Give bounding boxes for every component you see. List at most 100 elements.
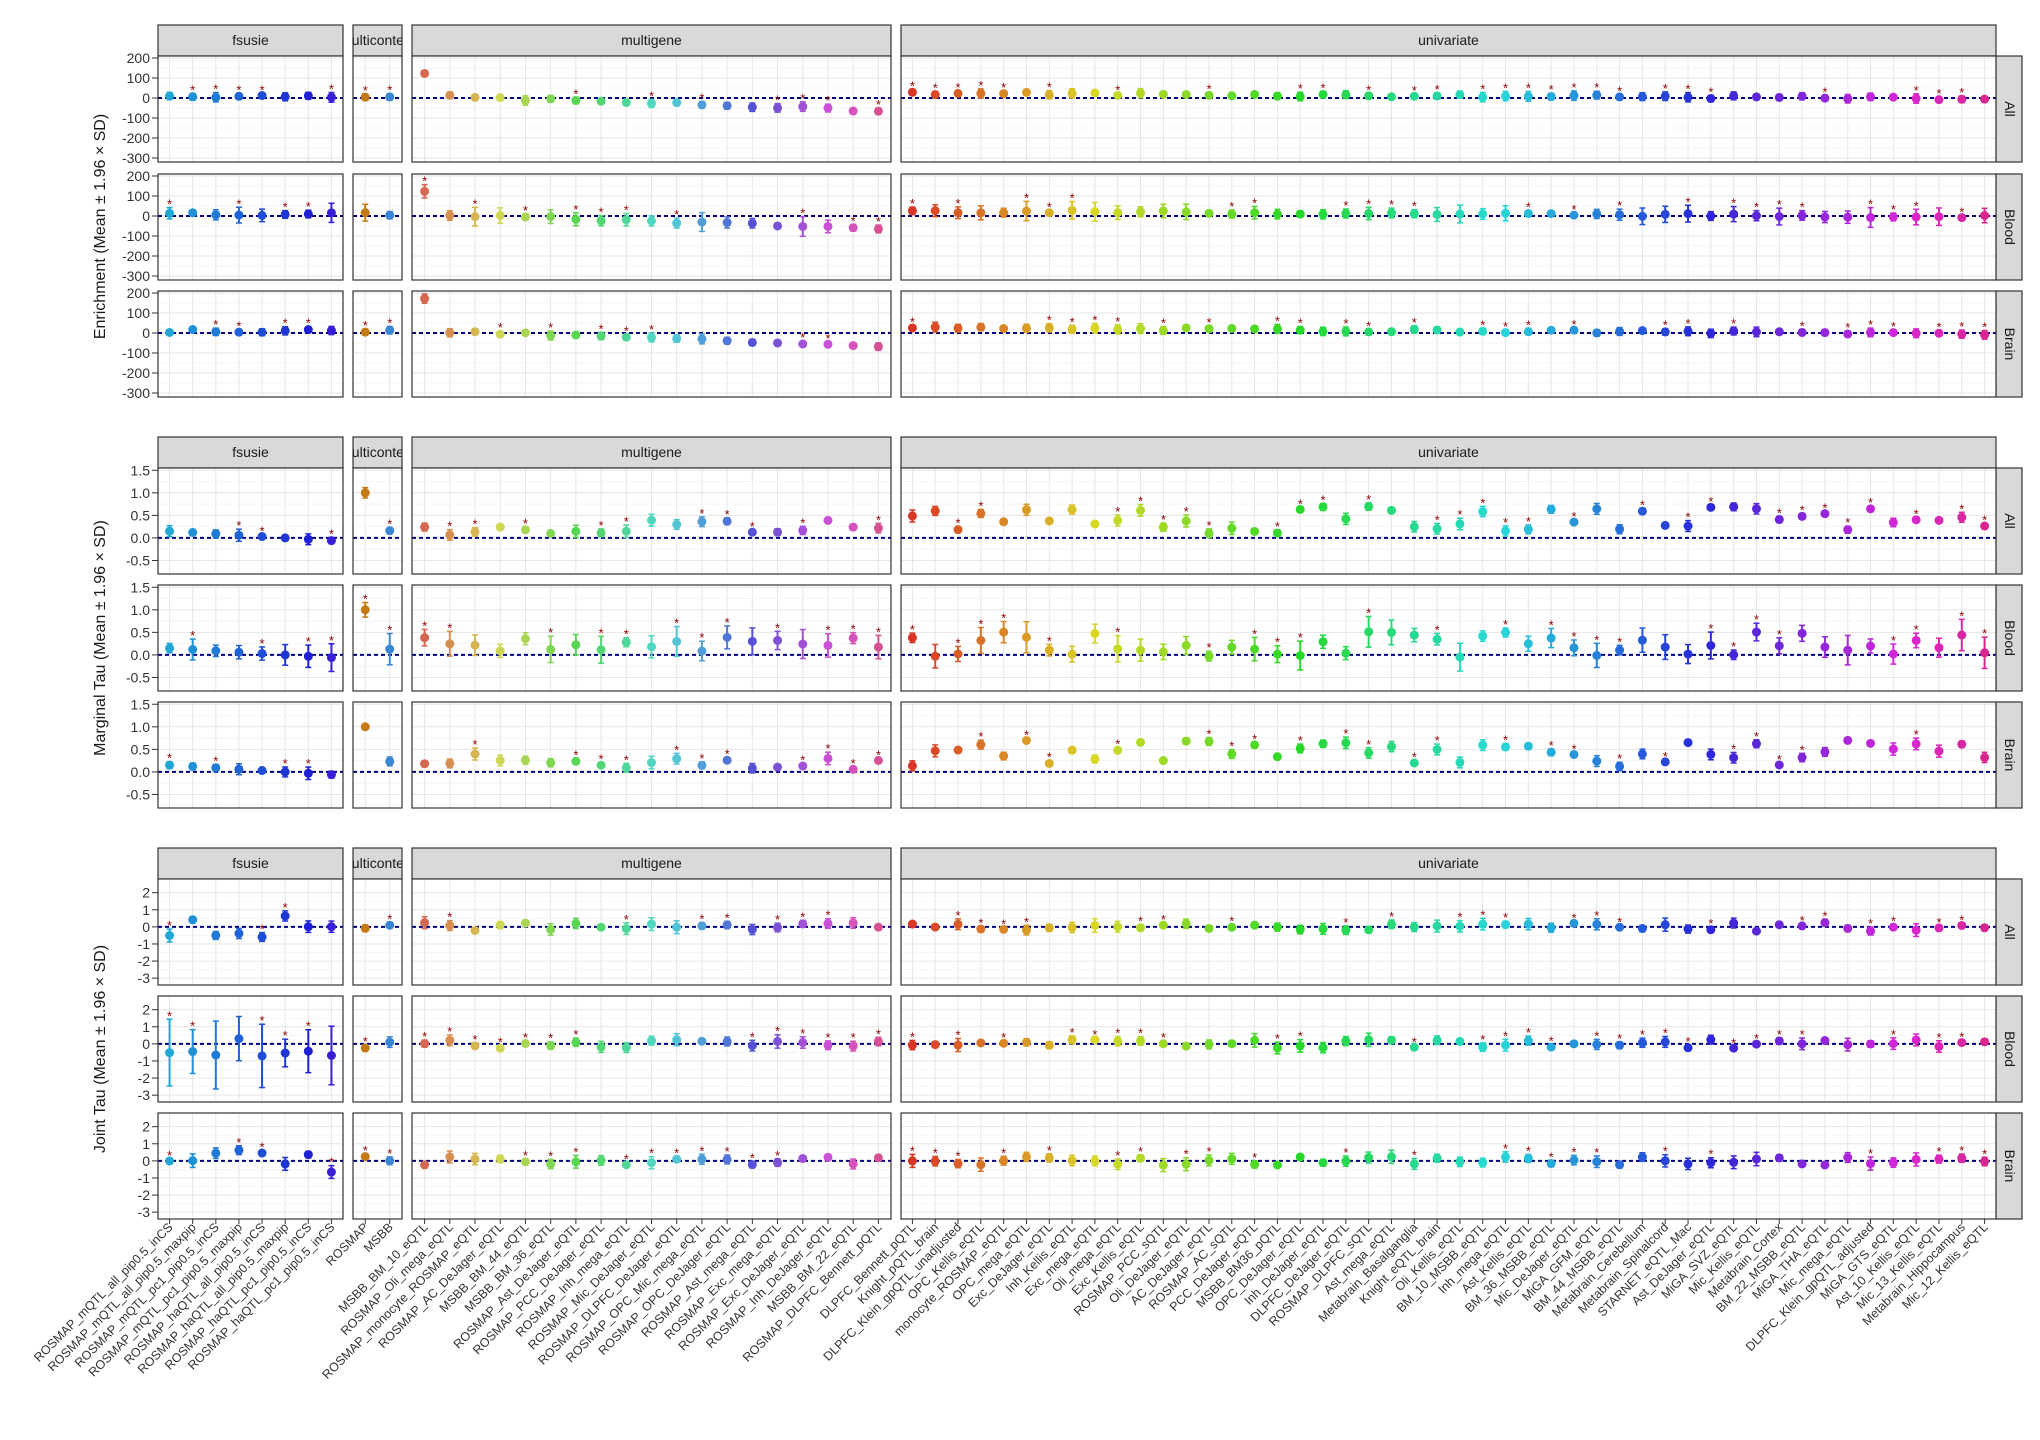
significance-star: * (1047, 633, 1052, 648)
data-point (697, 100, 707, 110)
data-point (1546, 633, 1556, 643)
data-point (571, 640, 581, 650)
data-point (647, 98, 656, 108)
data-point (188, 528, 198, 538)
data-point (722, 920, 732, 930)
y-tick-label: 2 (142, 1002, 150, 1018)
y-tick-label: -0.5 (126, 669, 150, 685)
significance-star: * (1001, 610, 1006, 625)
significance-star: * (1435, 513, 1440, 528)
data-point (1090, 323, 1100, 333)
data-point (1797, 921, 1807, 931)
row-strip-all (1995, 878, 2023, 986)
panel-multigene-blood: * * * * * * * * * * (411, 173, 892, 281)
data-point (1569, 210, 1579, 220)
significance-star: * (1321, 80, 1326, 95)
data-point (747, 337, 757, 347)
data-point (1615, 326, 1625, 336)
data-point (976, 208, 986, 218)
y-tick-label: 200 (127, 168, 151, 184)
significance-star: * (236, 1135, 241, 1150)
data-point (1615, 1040, 1625, 1050)
significance-star: * (1868, 197, 1873, 212)
data-point (1158, 1160, 1168, 1170)
data-point (1683, 738, 1693, 748)
panel-border (900, 701, 1997, 809)
data-point (420, 633, 430, 643)
data-point (747, 925, 757, 935)
significance-star: * (825, 93, 830, 108)
panel-border (900, 995, 1997, 1103)
data-point (1318, 326, 1328, 336)
significance-star: * (1708, 916, 1713, 931)
data-point (1478, 1042, 1488, 1052)
facet-label-fsusie: fsusie (232, 855, 269, 871)
data-point (1683, 924, 1693, 934)
data-point (907, 1040, 917, 1050)
data-point (873, 224, 883, 234)
data-point (495, 1043, 505, 1053)
y-tick-label: 100 (127, 70, 151, 86)
data-point (1888, 1039, 1898, 1049)
y-tick-label: 0 (142, 90, 150, 106)
data-point (930, 922, 940, 932)
row-label-brain: Brain (2002, 328, 2018, 361)
chart-group-3: fsusie multicontext multigene univariate Joi… (92, 847, 2023, 1220)
data-point (326, 326, 336, 336)
significance-star: * (1298, 496, 1303, 511)
data-point (360, 605, 370, 615)
data-point (495, 1154, 505, 1164)
significance-star: * (1092, 312, 1097, 327)
data-point (1546, 504, 1556, 514)
significance-star: * (167, 1148, 172, 1163)
data-point (1113, 922, 1123, 932)
data-point (571, 214, 581, 224)
significance-star: * (1868, 495, 1873, 510)
panel-background (353, 174, 402, 280)
panel-univariate-blood: * * * * * * * * * * * * * * * * * * * * * * * * * * * (900, 995, 1997, 1103)
significance-star: * (1959, 85, 1964, 100)
data-point (257, 210, 267, 220)
data-point (1683, 649, 1693, 659)
significance-star: * (956, 80, 961, 95)
significance-star: * (1343, 1145, 1348, 1160)
data-point (1729, 209, 1739, 219)
panel-border (157, 878, 344, 986)
data-point (1569, 1039, 1579, 1049)
panel-univariate-brain: * * * * * * * * * * * * * * * * * * * * * * * * * * (900, 290, 1997, 398)
significance-star: * (1526, 80, 1531, 95)
data-point (596, 1042, 606, 1052)
data-point (773, 923, 783, 933)
data-point (596, 528, 606, 538)
panel-background (901, 56, 1996, 162)
data-point (1843, 212, 1853, 222)
significance-star: * (775, 620, 780, 635)
data-point (1706, 328, 1716, 338)
significance-star: * (573, 202, 578, 217)
data-point (188, 645, 198, 655)
data-point (1021, 323, 1031, 333)
significance-star: * (1321, 492, 1326, 507)
data-point (1523, 1153, 1533, 1163)
data-point (1227, 523, 1237, 533)
significance-star: * (1982, 320, 1987, 335)
data-point (1455, 1036, 1465, 1046)
panel-fsusie-brain: * * * * (157, 701, 344, 809)
significance-star: * (1503, 80, 1508, 95)
data-point (1386, 919, 1396, 929)
data-point (188, 92, 198, 102)
data-point (1797, 1159, 1807, 1169)
data-point (596, 1155, 606, 1165)
data-point (1774, 515, 1784, 525)
panel-border (411, 878, 892, 986)
data-point (976, 740, 986, 750)
y-tick-label: 0.5 (131, 507, 151, 523)
significance-star: * (1480, 81, 1485, 96)
significance-star: * (190, 82, 195, 97)
y-tick-label: -2 (138, 953, 151, 969)
significance-star: * (1731, 639, 1736, 654)
y-tick-label: -300 (122, 150, 150, 166)
significance-star: * (1001, 1030, 1006, 1045)
significance-star: * (283, 316, 288, 331)
significance-star: * (363, 591, 368, 606)
